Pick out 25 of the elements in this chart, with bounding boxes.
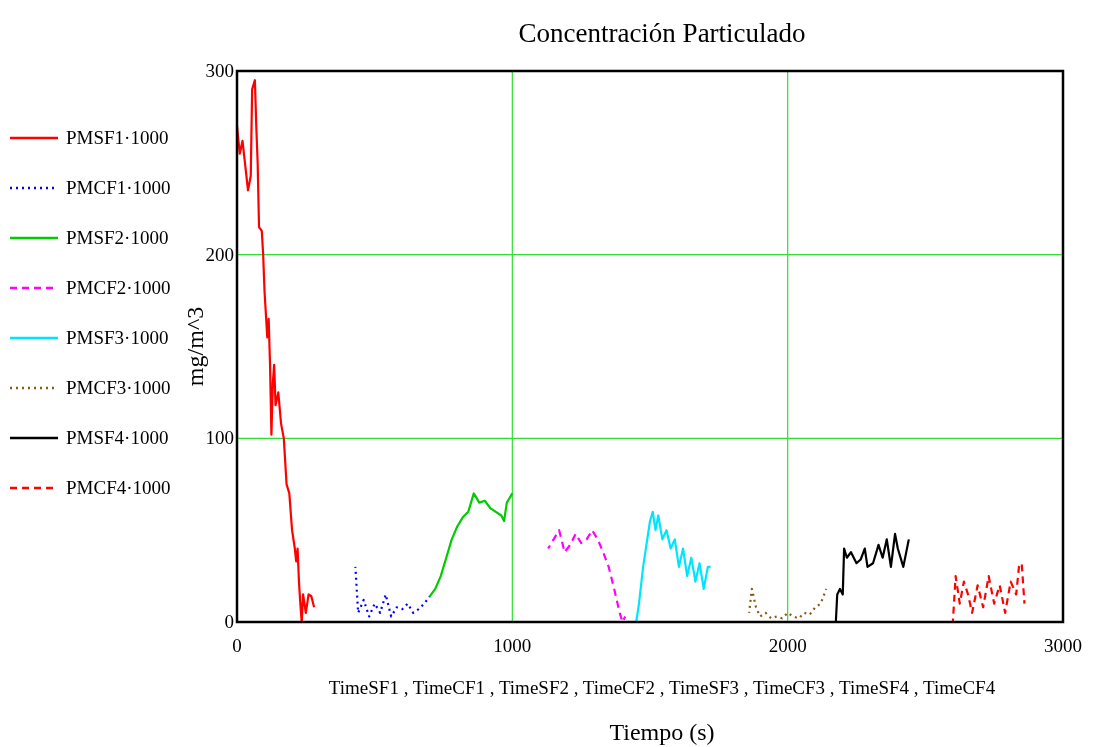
line-series — [428, 492, 514, 598]
line-series — [951, 562, 1026, 624]
legend-label: PMSF3·1000 — [66, 327, 169, 348]
chart-title: Concentración Particulado — [518, 18, 806, 48]
line-series — [237, 79, 316, 624]
y-tick-label: 100 — [205, 427, 234, 449]
legend-label: PMCF1·1000 — [66, 177, 171, 198]
y-tick-label: 0 — [224, 611, 234, 632]
legend-label: PMSF4·1000 — [66, 427, 169, 448]
legend-label: PMSF1·1000 — [66, 127, 169, 148]
x-tick-label: 2000 — [768, 635, 807, 656]
x-tick-label: 3000 — [1044, 635, 1082, 656]
x-tick-label: 1000 — [493, 635, 532, 656]
legend-label: PMCF4·1000 — [66, 477, 171, 498]
y-tick-label: 200 — [205, 243, 234, 265]
line-series — [748, 587, 828, 620]
line-series — [354, 565, 431, 618]
legend-label: PMCF2·1000 — [66, 277, 171, 298]
legend-label: PMCF3·1000 — [66, 377, 171, 398]
legend-label: PMSF2·1000 — [66, 227, 169, 248]
text: TimeSF1 , TimeCF1 , TimeSF2 , TimeCF2 , TimeSF3 , TimeCF3 , TimeSF4 , TimeCF4 — [328, 677, 996, 698]
y-tick-label: 300 — [205, 60, 234, 81]
line-series — [635, 510, 712, 624]
y-axis-title: mg/m^3 — [182, 306, 208, 387]
x-axis-title: Tiempo (s) — [609, 719, 715, 745]
